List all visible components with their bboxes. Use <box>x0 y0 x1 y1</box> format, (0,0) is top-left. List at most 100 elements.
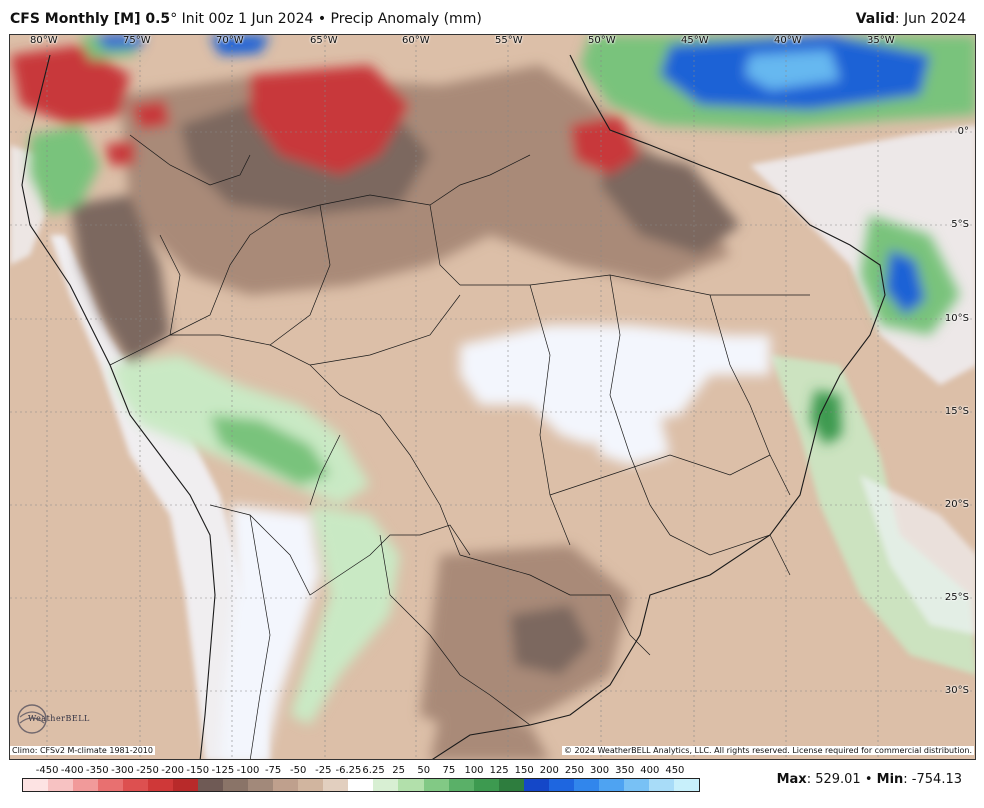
colorbar-cell <box>223 779 249 791</box>
colorbar-cell <box>23 779 49 791</box>
paraguay-wet-light <box>290 505 400 725</box>
central-brazil-near-normal <box>460 325 770 445</box>
red-dry-small-2 <box>105 140 135 165</box>
north-wet-blue-spot-2 <box>210 35 270 55</box>
colorbar-tick-label: -75 <box>264 765 282 776</box>
colorbar-cell <box>198 779 224 791</box>
colorbar-tick-label: 150 <box>514 765 534 776</box>
precip-anomaly-map <box>10 35 975 759</box>
graticule <box>10 35 975 759</box>
colorbar-cell <box>348 779 374 791</box>
lon-label-75w: 75°W <box>123 35 151 46</box>
lat-label-30s: 30°S <box>944 685 969 696</box>
colorbar-tick-label: -125 <box>211 765 235 776</box>
colorbar-cell <box>248 779 274 791</box>
lon-label-50w: 50°W <box>588 35 616 46</box>
map-panel: 80°W 75°W 70°W 65°W 60°W 55°W 50°W 45°W … <box>9 34 976 760</box>
colorbar-tick-label: 25 <box>392 765 406 776</box>
colorbar-tick-label: 75 <box>442 765 456 776</box>
colombia-wet-green <box>30 125 100 215</box>
colorbar-cell <box>173 779 199 791</box>
colorbar-cell <box>598 779 624 791</box>
copyright-note: © 2024 WeatherBELL Analytics, LLC. All r… <box>562 746 974 755</box>
map-title: CFS Monthly [M] 0.5° Init 00z 1 Jun 2024… <box>10 11 482 27</box>
colorbar-cell <box>423 779 449 791</box>
max-value: : 529.01 • <box>806 772 877 787</box>
max-min-readout: Max: 529.01 • Min: -754.13 <box>777 772 962 787</box>
colorbar-tick-label: 400 <box>640 765 660 776</box>
colorbar <box>22 778 700 792</box>
colorbar-tick-label: 350 <box>615 765 635 776</box>
red-dry-north-central <box>250 65 410 175</box>
lon-label-45w: 45°W <box>681 35 709 46</box>
colorbar-cell <box>473 779 499 791</box>
colorbar-tick-label: 300 <box>590 765 610 776</box>
colorbar-cell <box>573 779 599 791</box>
east-coast-wet-green <box>810 390 842 445</box>
colorbar-cell <box>523 779 549 791</box>
colorbar-cell <box>623 779 649 791</box>
colorbar-tick-label: -300 <box>111 765 134 776</box>
colorbar-tick-label: -250 <box>136 765 159 776</box>
lat-label-5s: 5°S <box>951 219 969 230</box>
ne-coast-wet-blue <box>885 250 925 315</box>
atlantic-wet-lightblue-core <box>745 50 840 90</box>
red-dry-north-west <box>10 45 130 125</box>
colorbar-cell <box>548 779 574 791</box>
colorbar-cell <box>498 779 524 791</box>
lon-label-70w: 70°W <box>216 35 244 46</box>
colorbar-cell <box>648 779 674 791</box>
model-name: CFS Monthly [M] 0.5 <box>10 11 171 27</box>
colorbar-tick-label: -50 <box>290 765 307 776</box>
weatherbell-logo-icon <box>17 704 47 734</box>
colorbar-cell <box>48 779 74 791</box>
lat-label-10s: 10°S <box>944 313 969 324</box>
colorbar-tick-label: -200 <box>161 765 185 776</box>
colorbar-tick-label: -150 <box>186 765 210 776</box>
atlantic-near-normal-south <box>860 475 975 635</box>
colorbar-cell <box>298 779 324 791</box>
south-brazil-dry-core <box>510 605 590 675</box>
country-state-borders <box>109 134 810 759</box>
header: CFS Monthly [M] 0.5° Init 00z 1 Jun 2024… <box>0 0 984 34</box>
colorbar-cell <box>373 779 399 791</box>
lon-label-60w: 60°W <box>402 35 430 46</box>
pacific-near-normal-band <box>50 235 270 759</box>
max-label: Max <box>776 772 807 787</box>
colorbar-tick-label: 100 <box>464 765 484 776</box>
colorbar-tick-label: 125 <box>489 765 509 776</box>
lat-label-25s: 25°S <box>944 592 969 603</box>
valid-date: Valid: Jun 2024 <box>856 11 966 27</box>
red-dry-amapa <box>570 115 640 175</box>
colorbar-cell <box>323 779 349 791</box>
lon-label-65w: 65°W <box>310 35 338 46</box>
colorbar-cell <box>673 779 699 791</box>
bolivia-wet-green-core <box>210 415 330 485</box>
colorbar-tick-label: 200 <box>539 765 559 776</box>
colorbar-tick-label: -450 <box>35 765 59 776</box>
lon-label-40w: 40°W <box>774 35 802 46</box>
init-text: Init 00z 1 Jun 2024 • Precip Anomaly (mm… <box>177 11 482 27</box>
colorbar-cell <box>123 779 149 791</box>
climo-note: Climo: CFSv2 M-climate 1981-2010 <box>10 746 155 755</box>
min-value: : -754.13 <box>903 772 962 787</box>
lon-label-80w: 80°W <box>30 35 58 46</box>
valid-value: : Jun 2024 <box>894 11 966 27</box>
colorbar-tick-label: -25 <box>315 765 332 776</box>
colorbar-cell <box>98 779 124 791</box>
colorbar-cell <box>148 779 174 791</box>
guiana-dry-core <box>600 145 740 255</box>
colorbar-tick-label: 450 <box>665 765 685 776</box>
north-wet-blue-spot <box>95 35 145 49</box>
colorbar-tick-label: 250 <box>564 765 584 776</box>
andes-dry-core <box>70 195 170 365</box>
colorbar-tick-label: -350 <box>85 765 109 776</box>
lon-label-35w: 35°W <box>867 35 895 46</box>
colorbar-cell <box>448 779 474 791</box>
degree-symbol: ° <box>170 11 178 27</box>
min-label: Min <box>876 772 904 787</box>
colorbar-tick-label: 50 <box>417 765 431 776</box>
argentina-near-normal <box>220 505 320 759</box>
uruguay-dry <box>430 715 549 759</box>
colorbar-cell <box>73 779 99 791</box>
